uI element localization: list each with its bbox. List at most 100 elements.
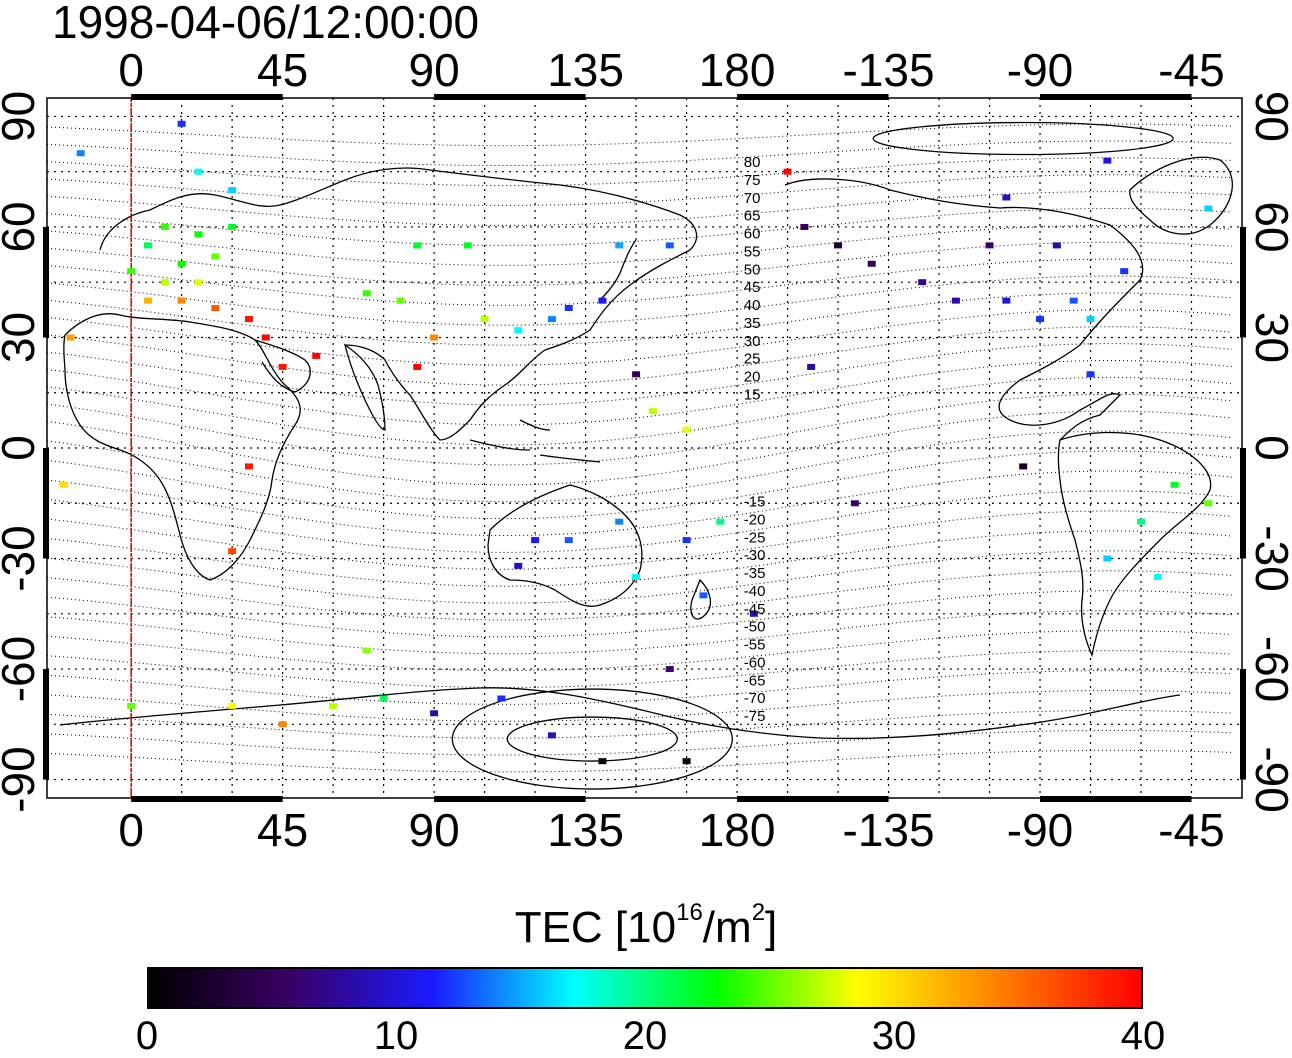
lat-tick-label-left: -90: [0, 746, 44, 812]
lon-tick-label-top: 180: [699, 44, 776, 96]
contour-label: 40: [744, 297, 761, 314]
magnetic-contour: [47, 275, 1232, 326]
magnetic-latitude-contours: [47, 121, 1232, 790]
contour-label: -15: [744, 494, 766, 511]
asia-coastline: [344, 249, 691, 441]
tec-cell: [278, 363, 287, 370]
frame-bar-top: [1040, 94, 1192, 100]
tec-cell: [716, 518, 725, 525]
new-zealand-coastline: [690, 578, 712, 620]
tec-cell: [228, 548, 237, 555]
coastlines: [59, 156, 1233, 740]
tec-cell: [834, 242, 843, 249]
frame-bar-right: [1240, 669, 1246, 780]
tec-cell: [329, 702, 338, 709]
tec-cell: [1103, 157, 1112, 164]
colorbar-title: TEC [1016/m2]: [514, 899, 778, 953]
contour-label: 30: [744, 333, 761, 350]
tec-cell: [682, 426, 691, 433]
contour-label: -50: [744, 619, 766, 636]
tec-cell: [1086, 316, 1095, 323]
magnetic-contour: [47, 749, 1232, 773]
tec-cell: [514, 562, 523, 569]
tec-cell: [632, 371, 641, 378]
tec-cell: [127, 702, 136, 709]
contour-label: -45: [744, 601, 766, 618]
lon-tick-label-top: -45: [1158, 44, 1224, 96]
tec-cell: [177, 260, 186, 267]
tec-cell: [531, 537, 540, 544]
tec-cell: [1120, 268, 1129, 275]
north-america-coastline: [784, 178, 1144, 441]
tec-cell: [598, 758, 607, 765]
south-magnetic-pole-ring: [506, 716, 678, 762]
tec-cell: [1019, 463, 1028, 470]
tec-data-points: [59, 120, 1213, 765]
map-title: 1998-04-06/12:00:00: [52, 0, 480, 48]
magnetic-contour: [47, 359, 1232, 426]
tec-cell: [1103, 555, 1112, 562]
tec-cell: [1052, 242, 1061, 249]
magnetic-contour: [47, 710, 1232, 739]
contour-label: 15: [744, 386, 761, 403]
tec-cell: [177, 120, 186, 127]
australia-coastline: [487, 484, 643, 607]
tec-cell: [413, 242, 422, 249]
magnetic-contour: [47, 490, 1232, 553]
frame-bar-top: [434, 94, 586, 100]
tec-cell: [194, 168, 203, 175]
lon-tick-label-top: -90: [1007, 44, 1073, 96]
lat-tick-label-right: 0: [1246, 435, 1292, 461]
tec-cell: [564, 537, 573, 544]
tec-cell: [800, 223, 809, 230]
europe-coastline: [99, 167, 698, 251]
lat-tick-label-right: -60: [1246, 636, 1292, 702]
frame-bar-left: [43, 669, 49, 780]
lat-tick-label-right: 30: [1246, 312, 1292, 363]
contour-label: -35: [744, 565, 766, 582]
tec-cell: [985, 242, 994, 249]
tec-cell: [1170, 481, 1179, 488]
tec-cell: [682, 537, 691, 544]
lat-tick-label-left: 90: [0, 91, 44, 142]
africa-coastline: [63, 313, 301, 581]
magnetic-contour: [47, 470, 1232, 537]
frame-bar-left: [43, 226, 49, 338]
lat-tick-label-right: 60: [1246, 201, 1292, 252]
tec-cell: [1137, 518, 1146, 525]
magnetic-contour: [47, 410, 1232, 486]
tec-cell: [228, 223, 237, 230]
tec-cell: [1204, 205, 1213, 212]
frame-bar-left: [43, 448, 49, 559]
india-coastline: [343, 343, 386, 431]
lat-tick-label-left: 0: [0, 435, 44, 461]
tec-cell: [547, 316, 556, 323]
north-magnetic-pole-ring: [872, 121, 1174, 156]
tec-cell: [547, 732, 556, 739]
frame-bar-right: [1240, 226, 1246, 338]
tec-cell: [76, 150, 85, 157]
tec-cell: [211, 305, 220, 311]
tec-cell: [1069, 297, 1078, 304]
lon-tick-label-bottom: 90: [409, 804, 460, 856]
tec-cell: [699, 592, 708, 599]
tec-cell: [362, 647, 371, 654]
lat-tick-label-left: 60: [0, 201, 44, 252]
tec-cell: [665, 666, 674, 673]
tec-cell: [682, 758, 691, 765]
frame-bar-bottom: [737, 796, 889, 802]
frame-bar-bottom: [434, 796, 586, 802]
tec-cell: [783, 168, 792, 175]
contour-label: 60: [744, 226, 761, 243]
magnetic-contour: [47, 343, 1232, 406]
tec-cell: [278, 721, 287, 728]
tec-cell: [632, 573, 641, 580]
tec-cell: [244, 316, 253, 323]
magnetic-contour: [47, 393, 1232, 466]
tec-cell: [1002, 297, 1011, 304]
japan-coastline: [599, 239, 637, 301]
tec-cell: [807, 363, 816, 370]
magnetic-contour: [47, 550, 1232, 604]
arabia-coastline: [254, 339, 311, 393]
